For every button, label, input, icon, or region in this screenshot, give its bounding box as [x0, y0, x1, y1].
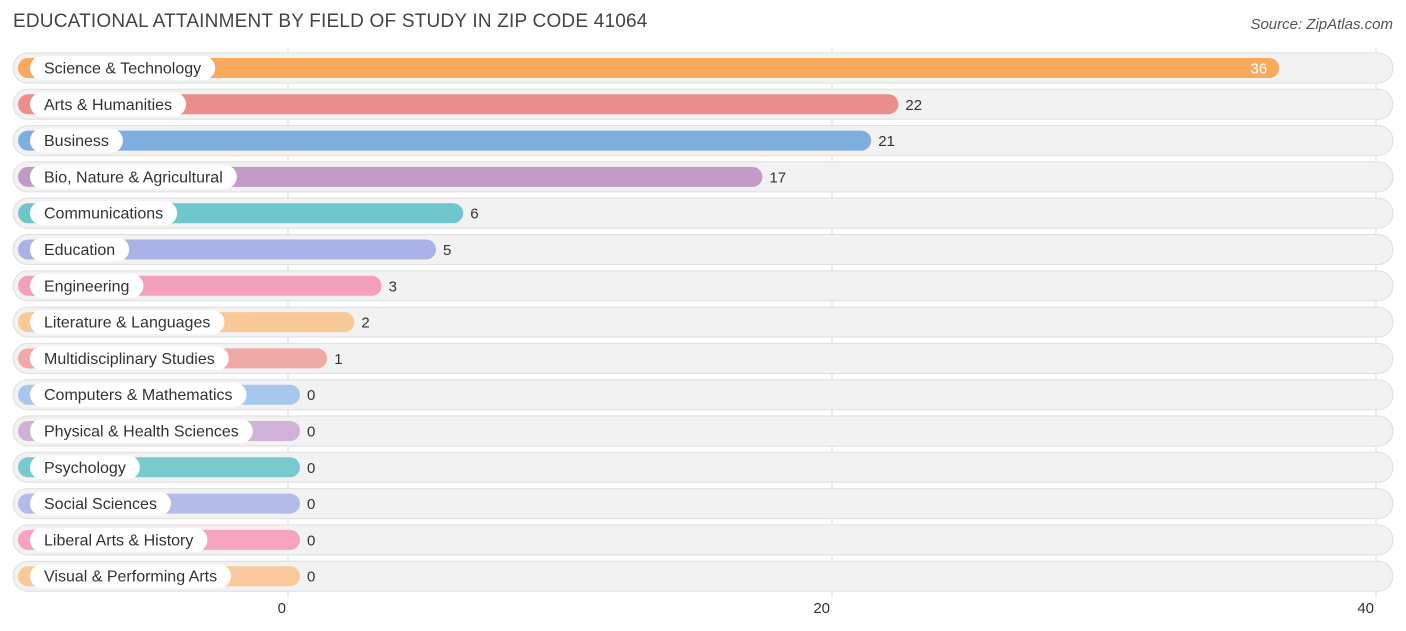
category-pill	[30, 491, 171, 516]
value-label: 0	[307, 569, 315, 586]
row-track	[12, 415, 1394, 447]
category-pill	[30, 455, 140, 480]
category-label: Arts & Humanities	[44, 97, 172, 114]
category-pill	[30, 273, 144, 298]
category-pill	[30, 310, 225, 335]
category-label: Science & Technology	[44, 61, 201, 78]
row-track	[12, 379, 1394, 411]
category-pill	[30, 419, 253, 443]
row-track	[12, 306, 1394, 338]
category-pill	[30, 564, 232, 589]
row-track	[12, 451, 1394, 483]
value-label: 36	[1251, 61, 1268, 78]
value-label: 0	[307, 460, 315, 477]
category-label: Engineering	[44, 278, 129, 295]
value-label: 21	[878, 133, 895, 150]
value-label: 22	[905, 97, 922, 114]
category-pill	[30, 382, 247, 407]
x-tick-label: 40	[1357, 600, 1374, 617]
source-label: Source: ZipAtlas.com	[1250, 16, 1393, 33]
value-label: 6	[470, 206, 478, 223]
category-pill	[30, 56, 216, 80]
row-track	[12, 488, 1394, 520]
category-label: Computers & Mathematics	[44, 387, 233, 404]
row-track	[12, 560, 1394, 592]
category-label: Psychology	[44, 460, 126, 477]
category-label: Literature & Languages	[44, 315, 210, 332]
value-label: 2	[361, 315, 369, 332]
value-label: 5	[443, 242, 451, 259]
value-label: 0	[307, 532, 315, 549]
value-label: 17	[769, 169, 786, 186]
row-track	[12, 524, 1394, 556]
bar	[18, 130, 872, 151]
category-label: Liberal Arts & History	[44, 532, 193, 549]
category-label: Bio, Nature & Agricultural	[44, 169, 223, 186]
category-label: Education	[44, 242, 115, 259]
category-pill	[30, 164, 237, 189]
category-label: Visual & Performing Arts	[44, 569, 217, 586]
category-pill	[30, 346, 229, 371]
value-label: 3	[389, 278, 397, 295]
category-pill	[30, 128, 123, 153]
category-label: Communications	[44, 206, 163, 223]
chart-title: EDUCATIONAL ATTAINMENT BY FIELD OF STUDY…	[13, 11, 648, 32]
category-label: Physical & Health Sciences	[44, 424, 239, 441]
category-pill	[30, 92, 187, 117]
value-label: 0	[307, 387, 315, 404]
x-tick-label: 20	[813, 600, 830, 617]
category-label: Social Sciences	[44, 496, 157, 513]
category-pill	[30, 201, 178, 226]
bar	[18, 58, 1280, 78]
category-label: Business	[44, 133, 109, 150]
category-pill	[30, 237, 130, 262]
value-label: 0	[307, 496, 315, 513]
bar	[18, 94, 899, 115]
value-label: 1	[334, 351, 342, 368]
category-pill	[30, 527, 208, 552]
x-tick-label: 0	[278, 600, 286, 617]
value-label: 0	[307, 424, 315, 441]
category-label: Multidisciplinary Studies	[44, 351, 215, 368]
row-track	[12, 342, 1394, 374]
